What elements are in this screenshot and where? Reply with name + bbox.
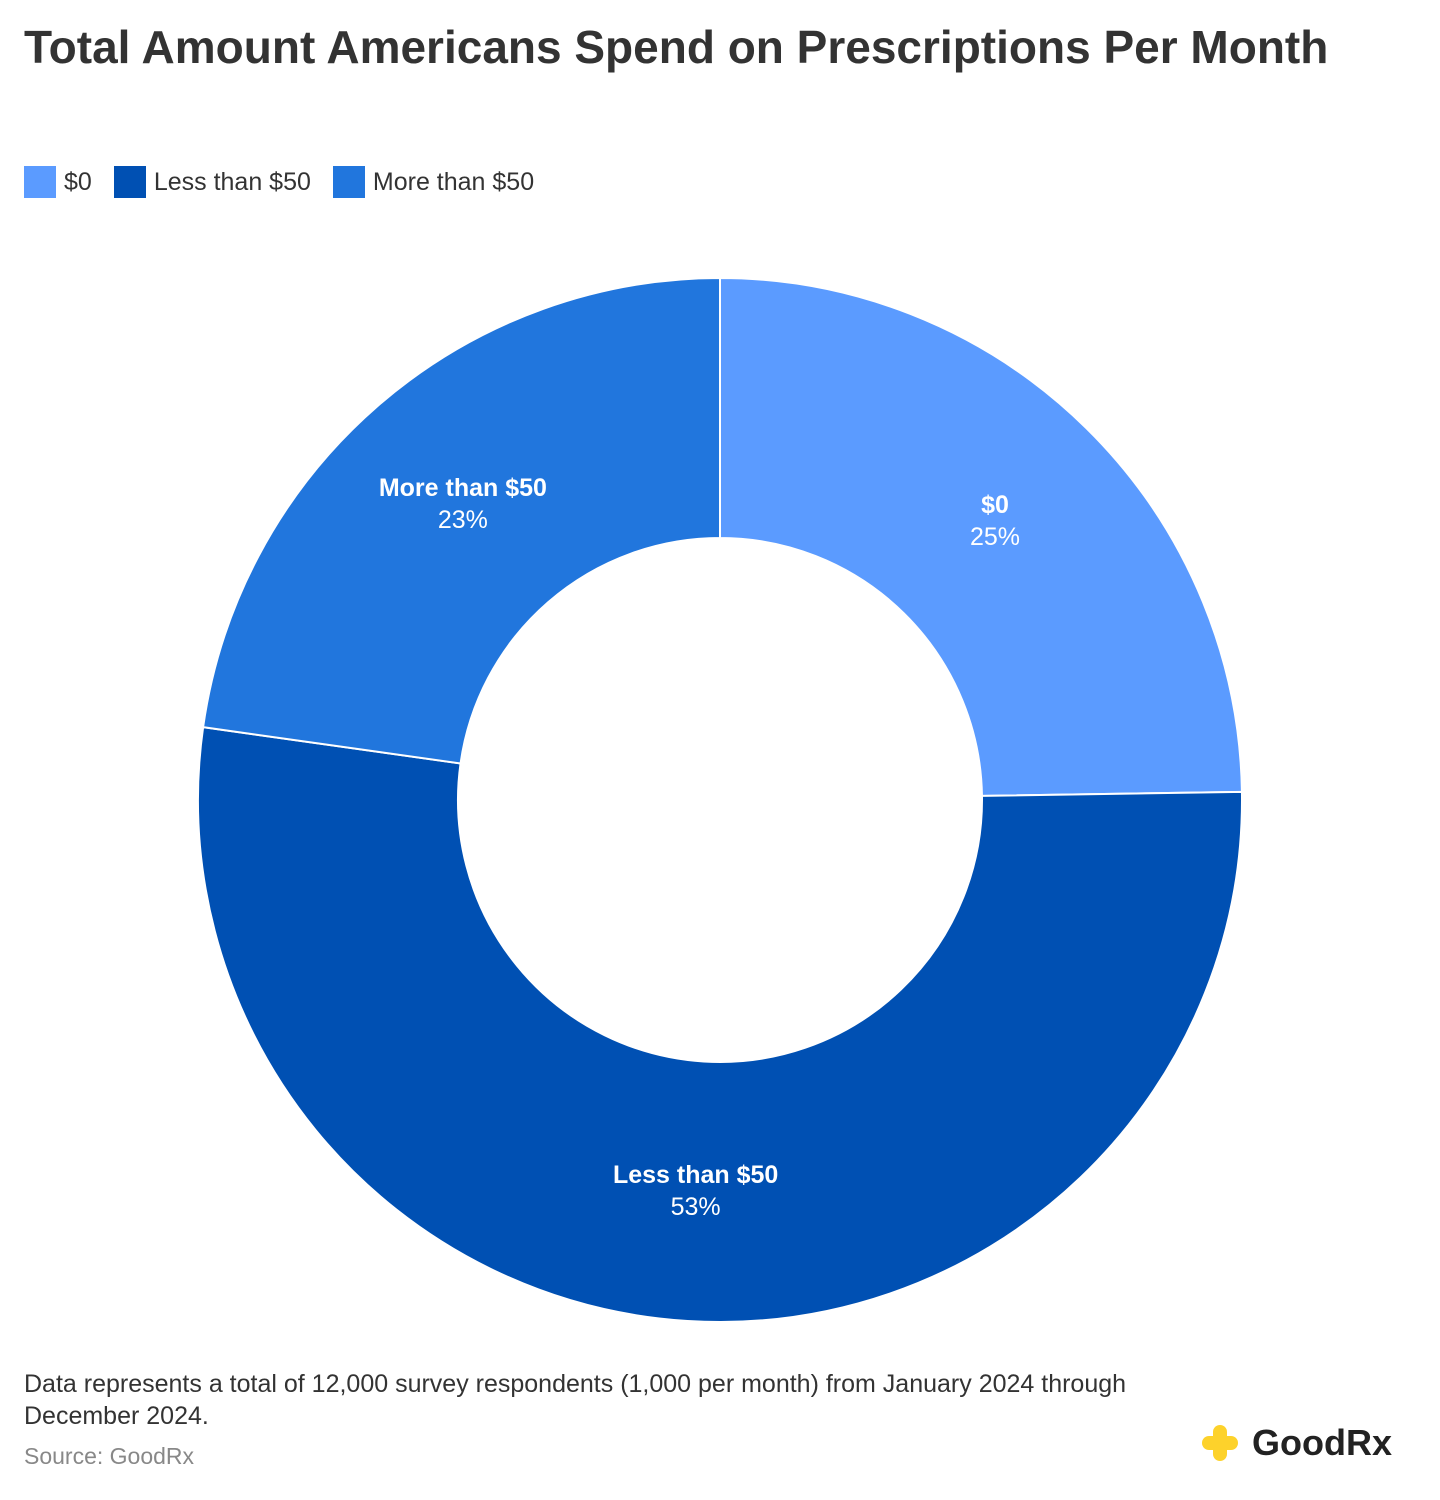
legend-label: Less than $50: [153, 167, 311, 196]
legend-item: Less than $50: [113, 166, 311, 198]
legend-label: $0: [64, 167, 92, 196]
slice-category: $0: [981, 490, 1009, 519]
legend-label: More than $50: [372, 167, 535, 196]
legend-swatch: [113, 166, 146, 198]
donut-slice: [201, 276, 721, 765]
data-label: 25%: [969, 522, 1021, 551]
chart: [197, 276, 1243, 1323]
data-label: 53%: [670, 1193, 721, 1222]
footnote: Data represents a total of 12,000 survey…: [24, 1370, 1127, 1430]
brand-name: GoodRx: [1252, 1422, 1392, 1463]
slice-category: More than $50: [378, 474, 547, 503]
donut-slice: [719, 276, 1243, 797]
legend-item: More than $50: [332, 166, 535, 198]
source: Source: GoodRx: [24, 1443, 195, 1469]
brand-icon: [1202, 1425, 1238, 1461]
chart-title: Total Amount Americans Spend on Prescrip…: [24, 21, 1329, 73]
data-label: 23%: [437, 506, 488, 535]
legend-item: $0: [24, 166, 92, 198]
donut-slice: [197, 726, 1243, 1323]
slice-label: Less than $50 53%: [613, 1159, 778, 1223]
legend: $0 Less than $50 More than $50: [24, 166, 534, 198]
brand-logo: GoodRx: [1200, 1422, 1392, 1464]
slice-label: More than $50 23%: [379, 472, 547, 536]
legend-swatch: [24, 166, 56, 198]
slice-category: Less than $50: [612, 1161, 779, 1190]
legend-swatch: [332, 166, 365, 198]
slice-label: $0 25%: [970, 489, 1020, 553]
